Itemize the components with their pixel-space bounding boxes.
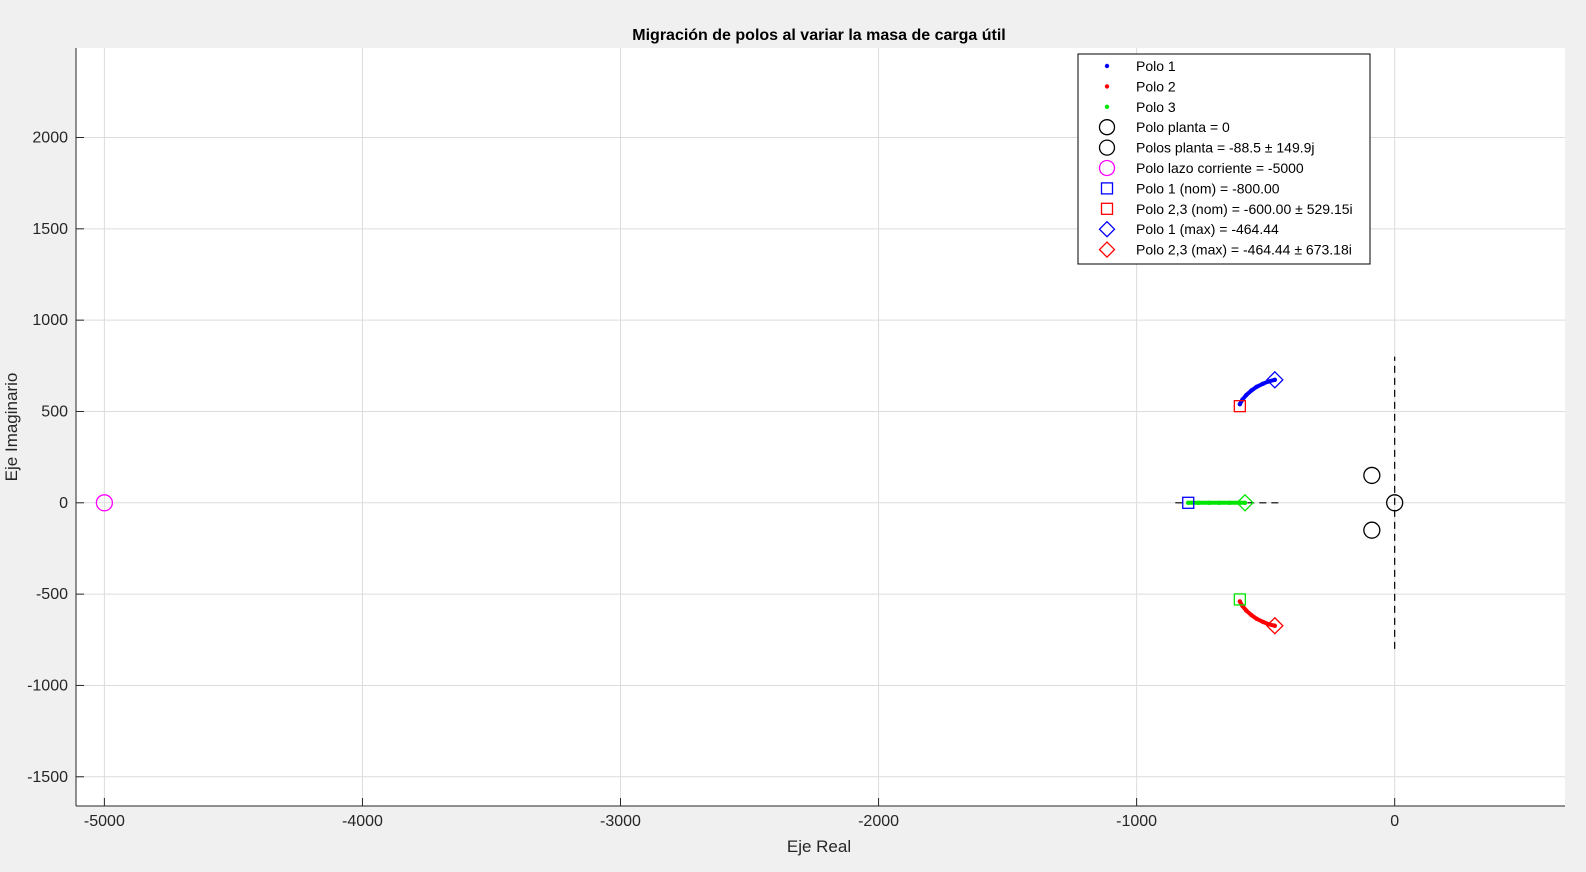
legend: Polo 1 Polo 2 Polo 3 Polo planta = 0 Polos p… xyxy=(1077,53,1371,265)
legend-entry-label: Polo 1 xyxy=(1136,58,1176,74)
x-axis-label: Eje Real xyxy=(787,837,851,856)
legend-entry-label: Polo lazo corriente = -5000 xyxy=(1136,160,1304,176)
axes xyxy=(75,48,1565,807)
trajectory-point xyxy=(1196,500,1201,505)
legend-marker xyxy=(1100,202,1114,215)
trajectory-point xyxy=(1272,377,1278,383)
pole-marker xyxy=(1233,400,1246,413)
legend-entry-label: Polo 2,3 (nom) = -600.00 ± 529.15i xyxy=(1136,201,1353,217)
legend-entry-label: Polo 2,3 (max) = -464.44 ± 673.18i xyxy=(1136,242,1352,258)
trajectory-point xyxy=(1242,500,1248,505)
legend-entry-label: Polos planta = -88.5 ± 149.9j xyxy=(1136,140,1315,156)
legend-box xyxy=(1077,53,1371,265)
trajectory-point xyxy=(1186,500,1191,505)
y-tick-label: 1000 xyxy=(32,312,68,329)
legend-marker xyxy=(1098,241,1116,259)
legend-marker xyxy=(1098,159,1116,177)
trajectory-point xyxy=(1217,500,1222,505)
trajectory-point xyxy=(1237,599,1243,604)
data-layer xyxy=(95,370,1404,635)
legend-marker xyxy=(1104,104,1110,110)
legend-marker xyxy=(1098,220,1116,238)
pole-marker xyxy=(1363,466,1381,485)
legend-entry-label: Polo 1 (max) = -464.44 xyxy=(1136,221,1279,237)
chart-title: Migración de polos al variar la masa de … xyxy=(632,27,1005,44)
trajectory-point xyxy=(1249,388,1254,393)
trajectory-point xyxy=(1272,623,1278,628)
trajectory-point xyxy=(1254,616,1259,621)
legend-marker xyxy=(1104,63,1110,69)
pole-marker xyxy=(1265,370,1284,389)
y-tick-label: -500 xyxy=(36,586,68,603)
trajectory-point xyxy=(1244,608,1249,613)
pole-marker xyxy=(1363,521,1381,539)
trajectory-point xyxy=(1206,500,1212,505)
legend-marker xyxy=(1100,182,1114,195)
trajectory-point xyxy=(1249,612,1254,618)
trajectory-point xyxy=(1237,401,1243,407)
y-tick-label: 1500 xyxy=(32,221,68,238)
legend-entry-label: Polo 2 xyxy=(1136,78,1176,94)
legend-marker xyxy=(1098,139,1116,156)
pole-marker xyxy=(1236,493,1254,512)
legend-marker xyxy=(1104,84,1110,89)
pole-marker xyxy=(1265,616,1284,635)
x-tick-label: -2000 xyxy=(858,813,899,830)
trajectory-point xyxy=(1227,500,1232,505)
legend-marker xyxy=(1098,119,1116,136)
x-tick-label: 0 xyxy=(1390,813,1399,830)
trajectory-point xyxy=(1260,381,1266,386)
pole-marker xyxy=(1386,494,1404,512)
pole-marker xyxy=(95,494,114,512)
y-tick-label: 2000 xyxy=(32,129,68,146)
y-tick-label: -1000 xyxy=(27,677,68,694)
y-axis-label: Eje Imaginario xyxy=(2,373,21,482)
trajectory-point xyxy=(1260,619,1266,625)
legend-entry-label: Polo 3 xyxy=(1136,99,1176,115)
trajectory-point xyxy=(1244,392,1249,398)
legend-entry-label: Polo 1 (nom) = -800.00 xyxy=(1136,180,1280,196)
tick-labels: -5000 -4000 -3000 -2000 -1000 0-1500-1000-500… xyxy=(27,129,1399,830)
x-tick-label: -1000 xyxy=(1116,813,1157,830)
y-tick-label: 500 xyxy=(41,403,68,420)
x-tick-label: -3000 xyxy=(600,813,641,830)
y-tick-label: 0 xyxy=(59,495,68,512)
pole-marker xyxy=(1182,496,1195,509)
legend-entry-label: Polo planta = 0 xyxy=(1136,119,1230,135)
y-tick-label: -1500 xyxy=(27,769,68,786)
x-tick-label: -5000 xyxy=(84,813,125,830)
x-tick-label: -4000 xyxy=(342,813,383,830)
trajectory-point xyxy=(1254,384,1259,390)
pole-marker xyxy=(1233,593,1246,606)
